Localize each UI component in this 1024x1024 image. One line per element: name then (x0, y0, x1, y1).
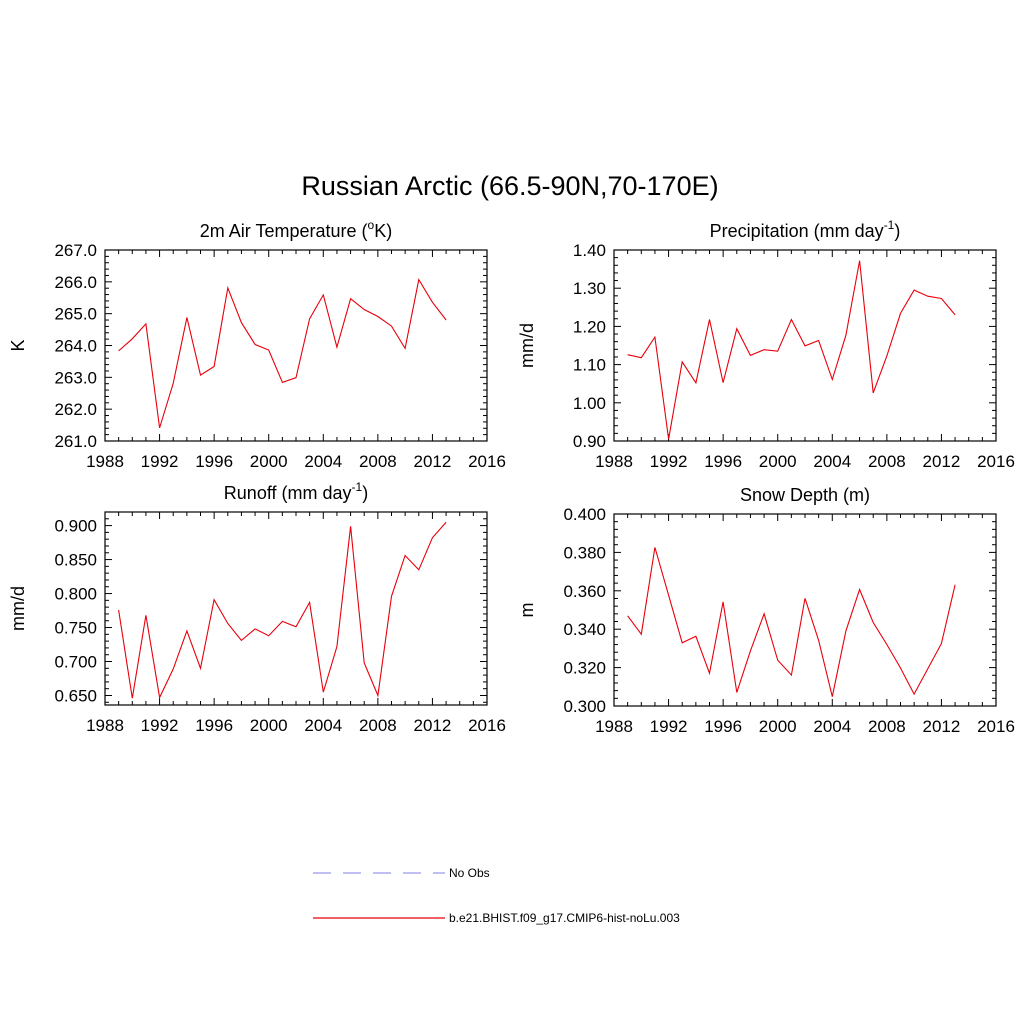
precipitation-xtick-label: 2016 (977, 452, 1015, 471)
precipitation-ytick-label: 0.90 (573, 432, 606, 451)
precipitation-xtick-label: 2008 (868, 452, 906, 471)
precipitation-xtick-label: 1992 (650, 452, 688, 471)
precipitation-xtick-label: 2004 (813, 452, 851, 471)
legend-label-no-obs: No Obs (449, 866, 490, 880)
runoff-title-sup: -1 (352, 480, 363, 494)
precipitation-xtick-label: 2000 (759, 452, 797, 471)
snow-depth-ytick-label: 0.340 (563, 620, 606, 639)
precipitation-xtick-label: 1996 (704, 452, 742, 471)
precipitation-xtick-label: 2012 (923, 452, 961, 471)
legend: No Obs b.e21.BHIST.f09_g17.CMIP6-hist-no… (313, 866, 680, 925)
runoff-frame (104, 511, 488, 706)
air-temperature-ytick-label: 262.0 (54, 400, 97, 419)
snow-depth-series-line (627, 547, 956, 697)
runoff-series-line (118, 521, 447, 700)
air-temperature-title: 2m Air Temperature (oK) (200, 218, 392, 241)
snow-depth-xtick-label: 2008 (868, 717, 906, 736)
runoff-xtick-label: 2012 (414, 716, 452, 735)
panel-air-temperature: 1988 1992 1996 2000 2004 2008 2012 2016 261.0 262… (8, 218, 506, 471)
precipitation-title-main: Precipitation (mm day (710, 221, 884, 241)
air-temperature-title-sup: o (368, 218, 375, 232)
precipitation-ytick-label: 1.20 (573, 317, 606, 336)
snow-depth-xtick-label: 1996 (704, 717, 742, 736)
runoff-xtick-label: 1996 (195, 716, 233, 735)
air-temperature-ylabel: K (8, 339, 28, 351)
precipitation-series-line (627, 260, 956, 440)
air-temperature-xtick-label: 1992 (141, 452, 179, 471)
snow-depth-xtick-label: 2016 (977, 717, 1015, 736)
air-temperature-title-tail: K) (374, 221, 392, 241)
snow-depth-xtick-label: 2000 (759, 717, 797, 736)
runoff-xtick-label: 2016 (468, 716, 506, 735)
runoff-ytick-label: 0.750 (54, 619, 97, 638)
air-temperature-xtick-label: 1988 (86, 452, 124, 471)
air-temperature-xtick-label: 2012 (414, 452, 452, 471)
air-temperature-title-main: 2m Air Temperature ( (200, 221, 368, 241)
air-temperature-ytick-label: 266.0 (54, 273, 97, 292)
snow-depth-ytick-label: 0.360 (563, 582, 606, 601)
snow-depth-title-main: Snow Depth (m) (740, 485, 870, 505)
precipitation-title: Precipitation (mm day-1) (710, 218, 901, 241)
snow-depth-title: Snow Depth (m) (740, 485, 870, 505)
snow-depth-ytick-label: 0.300 (563, 697, 606, 716)
air-temperature-series-line (118, 278, 447, 429)
runoff-xtick-label: 1992 (141, 716, 179, 735)
precipitation-ytick-label: 1.10 (573, 356, 606, 375)
runoff-ytick-label: 0.650 (54, 686, 97, 705)
snow-depth-xtick-label: 1988 (595, 717, 633, 736)
panel-snow-depth: 1988 1992 1996 2000 2004 2008 2012 2016 0.300 0.3… (517, 485, 1015, 736)
main-title: Russian Arctic (66.5-90N,70-170E) (301, 171, 718, 201)
runoff-ytick-label: 0.850 (54, 551, 97, 570)
air-temperature-ytick-label: 263.0 (54, 368, 97, 387)
precipitation-ytick-label: 1.30 (573, 279, 606, 298)
precipitation-ylabel: mm/d (517, 323, 537, 368)
snow-depth-ylabel: m (517, 603, 537, 618)
runoff-xtick-label: 2004 (304, 716, 342, 735)
snow-depth-ytick-label: 0.400 (563, 505, 606, 524)
runoff-xtick-label: 2008 (359, 716, 397, 735)
precipitation-title-tail: ) (894, 221, 900, 241)
runoff-title-tail: ) (362, 483, 368, 503)
snow-depth-xtick-label: 2004 (813, 717, 851, 736)
air-temperature-ytick-label: 261.0 (54, 432, 97, 451)
precipitation-xtick-label: 1988 (595, 452, 633, 471)
panel-precipitation: 1988 1992 1996 2000 2004 2008 2012 2016 0.90 1.00… (517, 218, 1015, 471)
air-temperature-xtick-label: 2008 (359, 452, 397, 471)
air-temperature-ytick-label: 265.0 (54, 305, 97, 324)
runoff-ytick-label: 0.800 (54, 585, 97, 604)
runoff-xtick-label: 2000 (250, 716, 288, 735)
precipitation-title-sup: -1 (884, 218, 895, 232)
runoff-title-main: Runoff (mm day (224, 483, 352, 503)
snow-depth-ytick-label: 0.320 (563, 659, 606, 678)
runoff-ylabel: mm/d (8, 586, 28, 631)
air-temperature-ytick-label: 267.0 (54, 241, 97, 260)
snow-depth-ytick-label: 0.380 (563, 543, 606, 562)
runoff-ytick-label: 0.700 (54, 653, 97, 672)
air-temperature-ytick-label: 264.0 (54, 337, 97, 356)
air-temperature-xtick-label: 2016 (468, 452, 506, 471)
precipitation-ytick-label: 1.00 (573, 394, 606, 413)
panel-runoff: 1988 1992 1996 2000 2004 2008 2012 2016 0.650 0.7… (8, 480, 506, 735)
snow-depth-xtick-label: 2012 (923, 717, 961, 736)
legend-label-model: b.e21.BHIST.f09_g17.CMIP6-hist-noLu.003 (449, 911, 680, 925)
precipitation-ytick-label: 1.40 (573, 241, 606, 260)
runoff-xtick-label: 1988 (86, 716, 124, 735)
snow-depth-frame (613, 513, 997, 707)
runoff-title: Runoff (mm day-1) (224, 480, 368, 503)
air-temperature-xtick-label: 2000 (250, 452, 288, 471)
air-temperature-frame (104, 249, 488, 442)
runoff-ytick-label: 0.900 (54, 517, 97, 536)
snow-depth-xtick-label: 1992 (650, 717, 688, 736)
air-temperature-xtick-label: 2004 (304, 452, 342, 471)
air-temperature-xtick-label: 1996 (195, 452, 233, 471)
